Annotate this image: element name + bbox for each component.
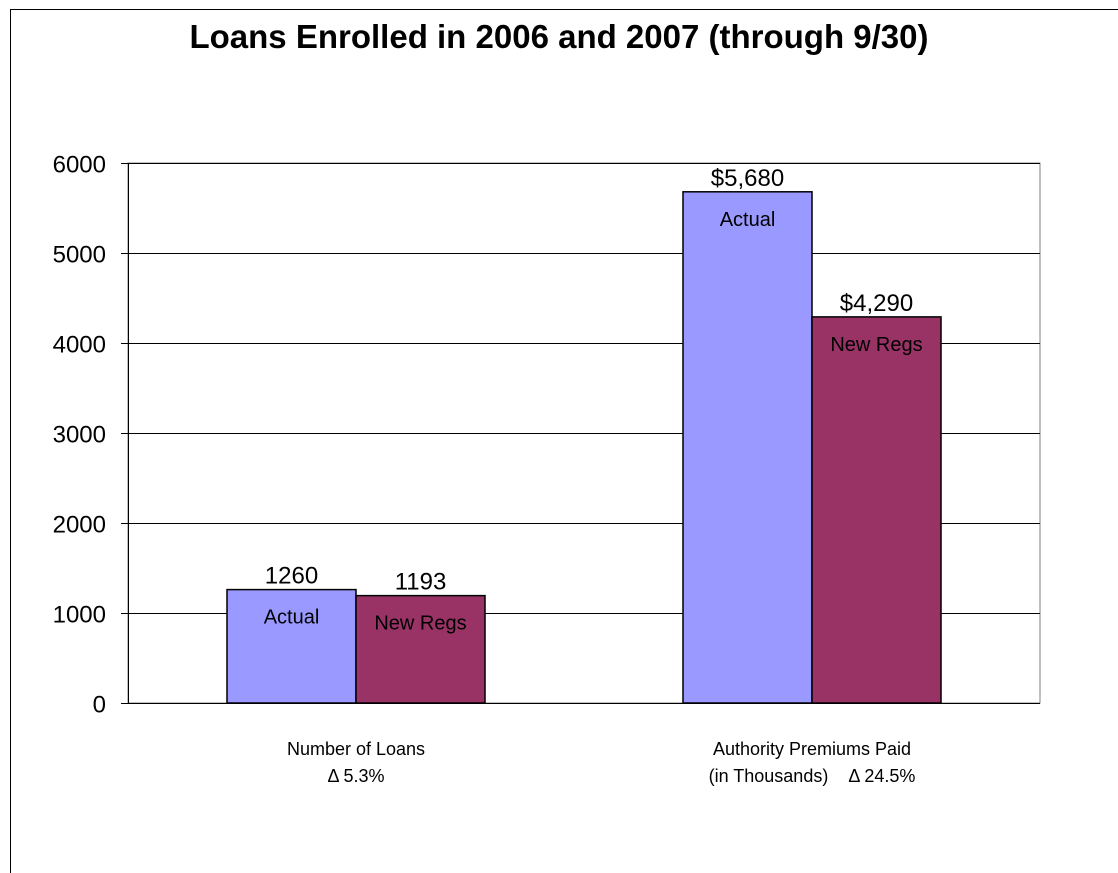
data-label: $5,680 (711, 165, 784, 192)
data-label: 1260 (265, 563, 318, 590)
series-label: Actual (264, 607, 320, 629)
data-label: $4,290 (840, 290, 913, 317)
series-label: Actual (720, 209, 776, 231)
chart-frame (10, 9, 1118, 873)
bar-actual (226, 588, 357, 704)
x-category-label-line: Δ 5.3% (327, 766, 385, 786)
series-label: New Regs (374, 613, 466, 635)
y-tick-label: 3000 (53, 422, 106, 449)
y-tick-label: 1000 (53, 602, 106, 629)
y-tick-label: 2000 (53, 512, 106, 539)
y-tick-label: 0 (93, 692, 106, 719)
data-label: 1193 (395, 569, 447, 596)
x-category-label-line: Authority Premiums Paid (712, 739, 912, 759)
y-tick-label: 5000 (53, 242, 106, 269)
x-category-label: Authority Premiums Paid (in Thousands) Δ … (612, 736, 1012, 790)
bar-new-regs (355, 594, 486, 704)
y-tick-label: 4000 (53, 332, 106, 359)
y-tick-label: 6000 (53, 152, 106, 179)
bar-new-regs (811, 316, 942, 704)
x-category-label: Number of Loans Δ 5.3% (156, 736, 556, 790)
x-category-label-line: Number of Loans (286, 739, 426, 759)
x-category-label-line: (in Thousands) Δ 24.5% (708, 766, 916, 786)
chart-title: Loans Enrolled in 2006 and 2007 (through… (189, 18, 929, 55)
series-label: New Regs (830, 334, 922, 356)
bar-actual (682, 191, 813, 704)
